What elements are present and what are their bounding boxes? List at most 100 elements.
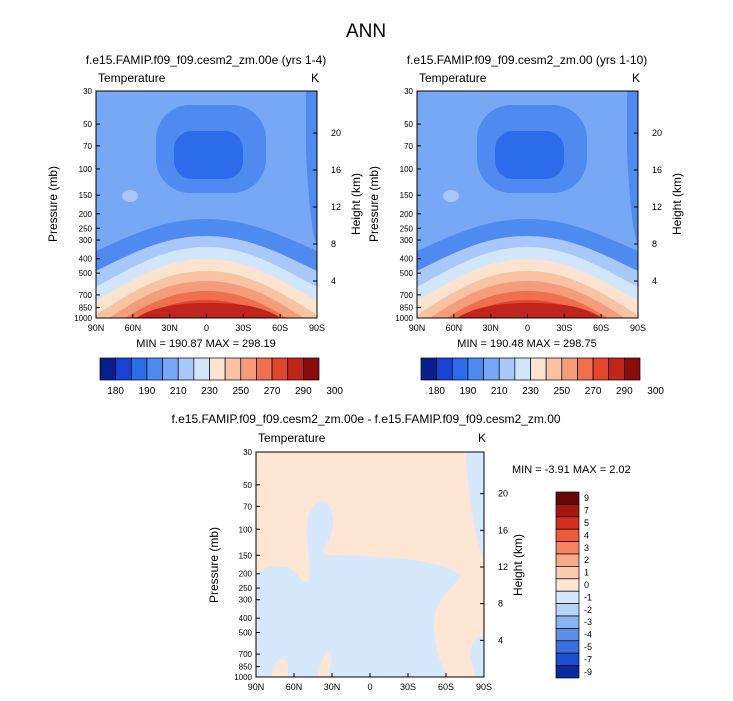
x-tick-label: 30N: [324, 682, 341, 692]
x-tick-label: 60N: [446, 323, 463, 333]
panel-c-field: [256, 452, 484, 677]
y-tick-label: 70: [243, 502, 252, 511]
panel-b-ylabel: Pressure (mb): [367, 166, 381, 242]
y-tick-label: 400: [400, 255, 414, 264]
y-tick-label: 100: [400, 165, 414, 174]
y-tick-label: 1000: [395, 314, 413, 323]
y-tick-label: 30: [404, 87, 413, 96]
colorbar-swatch: [303, 358, 319, 380]
colorbar-label: 270: [264, 386, 281, 397]
y-tick-label: 300: [239, 596, 253, 605]
panel-a-units: K: [311, 71, 319, 85]
colorbar-swatch: [556, 566, 579, 578]
colorbar-label: -1: [584, 592, 592, 602]
colorbar-swatch: [484, 358, 500, 380]
field-cold-core-inner: [495, 131, 564, 179]
y-tick-label: 1000: [74, 314, 92, 323]
y-tick-label: 200: [239, 570, 253, 579]
y2-tick-label: 16: [331, 165, 341, 175]
y2-tick-label: 4: [498, 635, 503, 645]
y-tick-label: 500: [79, 269, 93, 278]
colorbar-swatch: [163, 358, 179, 380]
colorbar-swatch: [556, 653, 579, 665]
y2-tick-label: 8: [331, 239, 336, 249]
colorbar-label: 0: [584, 580, 589, 590]
x-tick-label: 90N: [88, 323, 105, 333]
x-tick-label: 0: [367, 682, 372, 692]
panel-a: f.e15.FAMIP.f09_f09.cesm2_zm.00e (yrs 1-…: [46, 53, 363, 397]
y-tick-label: 300: [79, 236, 93, 245]
colorbar-swatch: [624, 358, 640, 380]
colorbar-label: 250: [553, 386, 570, 397]
panel-c-units: K: [478, 431, 486, 445]
y2-tick-label: 4: [652, 276, 657, 286]
colorbar-swatch: [147, 358, 163, 380]
colorbar-swatch: [131, 358, 147, 380]
colorbar-swatch: [499, 358, 515, 380]
y-tick-label: 150: [400, 191, 414, 200]
panel-b-title: f.e15.FAMIP.f09_f09.cesm2_zm.00 (yrs 1-1…: [407, 53, 648, 67]
y-tick-label: 30: [243, 448, 252, 457]
colorbar-label: 180: [428, 386, 445, 397]
y-tick-label: 850: [239, 663, 253, 672]
x-tick-label: 60S: [438, 682, 454, 692]
y-tick-label: 250: [400, 224, 414, 233]
field-small-blob: [122, 190, 138, 202]
colorbar-label: -7: [584, 654, 592, 664]
colorbar-label: 290: [295, 386, 312, 397]
panel-b-y2label: Height (km): [670, 173, 684, 235]
colorbar-swatch: [556, 628, 579, 640]
colorbar-swatch: [288, 358, 304, 380]
colorbar-label: 9: [584, 493, 589, 503]
colorbar-label: 230: [201, 386, 218, 397]
colorbar-label: 250: [232, 386, 249, 397]
figure-canvas: ANN f.e15.FAMIP.f09_f09.cesm2_zm.00e (yr…: [0, 0, 733, 701]
y-tick-label: 300: [400, 236, 414, 245]
y-tick-label: 100: [79, 165, 93, 174]
y-tick-label: 200: [400, 210, 414, 219]
panel-a-y2label: Height (km): [349, 173, 363, 235]
x-tick-label: 90N: [248, 682, 265, 692]
colorbar-swatch: [116, 358, 132, 380]
field-small-blob: [443, 190, 459, 202]
y2-tick-label: 16: [652, 165, 662, 175]
x-tick-label: 60S: [593, 323, 609, 333]
panel-c-colorbar: 97543210-1-2-3-4-5-7-9: [556, 492, 592, 678]
y2-tick-label: 8: [498, 599, 503, 609]
x-tick-label: 0: [204, 323, 209, 333]
y-tick-label: 700: [400, 291, 414, 300]
y-tick-label: 50: [83, 120, 92, 129]
colorbar-swatch: [452, 358, 468, 380]
y-tick-label: 70: [83, 142, 92, 151]
panel-c: f.e15.FAMIP.f09_f09.cesm2_zm.00e - f.e15…: [171, 412, 630, 692]
colorbar-swatch: [178, 358, 194, 380]
panel-a-title: f.e15.FAMIP.f09_f09.cesm2_zm.00e (yrs 1-…: [86, 53, 327, 67]
panel-c-stats: MIN = -3.91 MAX = 2.02: [512, 464, 631, 476]
colorbar-label: -5: [584, 642, 592, 652]
panel-b-variable: Temperature: [419, 71, 487, 85]
x-tick-label: 90S: [309, 323, 325, 333]
panel-c-ylabel: Pressure (mb): [207, 527, 221, 603]
colorbar-label: 290: [616, 386, 633, 397]
colorbar-label: 190: [139, 386, 156, 397]
y-tick-label: 500: [239, 629, 253, 638]
x-tick-label: 90S: [476, 682, 492, 692]
colorbar-swatch: [556, 554, 579, 566]
colorbar-label: 4: [584, 530, 589, 540]
colorbar-swatch: [556, 641, 579, 653]
colorbar-swatch: [556, 517, 579, 529]
colorbar-label: 230: [522, 386, 539, 397]
colorbar-swatch: [556, 492, 579, 504]
x-tick-label: 30N: [482, 323, 499, 333]
field-cold-core-inner: [174, 131, 243, 179]
x-tick-label: 30S: [235, 323, 251, 333]
colorbar-swatch: [556, 504, 579, 516]
colorbar-label: 5: [584, 518, 589, 528]
panel-a-ylabel: Pressure (mb): [46, 166, 60, 242]
x-tick-label: 0: [525, 323, 530, 333]
colorbar-swatch: [468, 358, 484, 380]
colorbar-swatch: [609, 358, 625, 380]
panel-c-title: f.e15.FAMIP.f09_f09.cesm2_zm.00e - f.e15…: [171, 412, 560, 426]
x-tick-label: 30N: [161, 323, 178, 333]
x-tick-label: 60S: [272, 323, 288, 333]
